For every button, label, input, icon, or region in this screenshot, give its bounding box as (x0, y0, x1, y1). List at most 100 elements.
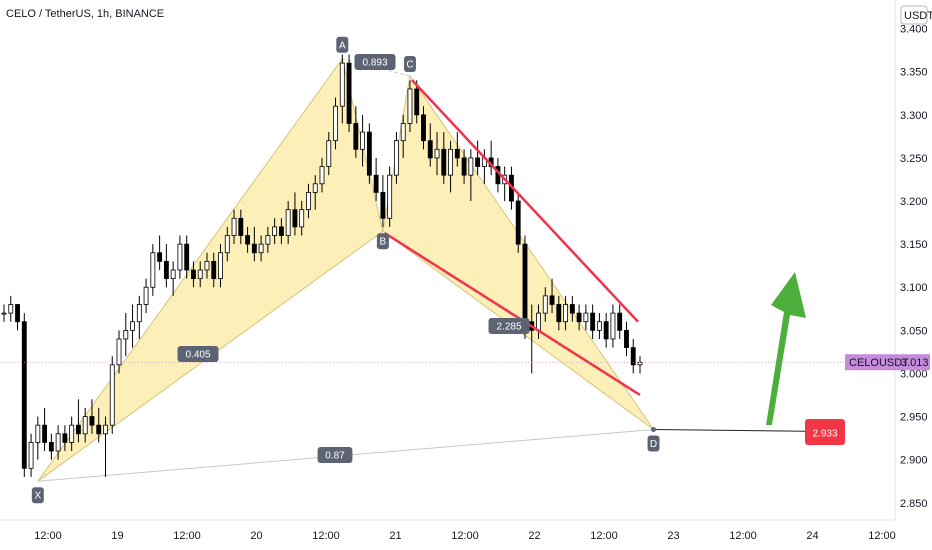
candle-body (387, 174, 393, 219)
candle-body (285, 209, 291, 236)
candle-body (42, 424, 48, 443)
x-tick-label: 12:00 (451, 530, 479, 542)
candle-body (231, 217, 237, 236)
candle-body (272, 226, 278, 236)
candle-body (549, 295, 555, 305)
y-tick-label: 3.200 (900, 196, 928, 208)
candle-body (150, 252, 156, 288)
channel-upper-line (411, 79, 639, 323)
x-tick-label: 20 (250, 530, 262, 542)
point-b-badge-text: B (380, 237, 387, 248)
candle-body (596, 321, 602, 331)
candle-body (414, 88, 420, 116)
y-tick-label: 3.300 (900, 110, 928, 122)
x-tick-label: 12:00 (312, 530, 340, 542)
candle-body (461, 157, 467, 176)
candle-body (630, 347, 636, 366)
candle-body (475, 157, 481, 167)
candle-body (170, 269, 176, 280)
candle-body (48, 442, 54, 452)
x-tick-label: 24 (806, 530, 818, 542)
candle-body (130, 321, 135, 331)
candle-body (62, 433, 68, 443)
candle-body (380, 192, 386, 219)
candle-body (306, 192, 311, 211)
candle-body (333, 105, 338, 142)
candle-body (197, 269, 203, 280)
candle-body (563, 304, 569, 323)
candle-body (590, 312, 596, 331)
candle-body (224, 235, 230, 254)
point-d-badge: D (647, 435, 660, 452)
candle-body (468, 157, 474, 176)
candle-body (360, 131, 366, 150)
candle-body (346, 62, 352, 124)
candle-body (434, 148, 440, 159)
candle-body (319, 166, 325, 185)
candle-body (21, 321, 27, 469)
d-point-dot (651, 426, 657, 432)
ratio-badge-bg (354, 54, 396, 70)
candle-body (603, 321, 609, 340)
candle-body (569, 304, 575, 314)
point-b-badge-bg (376, 233, 389, 250)
up-arrow-icon (766, 272, 806, 425)
y-tick-label: 3.350 (900, 67, 928, 79)
x-tick-label: 23 (667, 530, 679, 542)
point-a-badge-text: A (339, 40, 346, 51)
y-tick-label: 3.400 (900, 24, 928, 36)
chart-title: CELO / TetherUS, 1h, BINANCE (6, 8, 165, 20)
price-axis: 3.400 3.350 3.300 3.250 3.200 3.150 3.100 3.050… (894, 0, 932, 520)
x-tick-label: 12:00 (173, 530, 201, 542)
candle-body (109, 364, 115, 426)
candle-body (326, 140, 332, 167)
candle-body (28, 442, 34, 469)
y-tick-label: 2.950 (900, 412, 928, 424)
ratio-badge-bg (317, 447, 353, 463)
candle-body (116, 338, 122, 366)
y-tick-label: 2.850 (900, 498, 928, 510)
candle-body (35, 424, 41, 443)
ratio-badge-text: 0.87 (325, 451, 345, 462)
point-x-badge: X (31, 487, 44, 504)
candle-body (191, 269, 196, 280)
candle-body (400, 123, 406, 142)
ratio-badge-text: 0.893 (362, 58, 387, 69)
candle-body (299, 209, 305, 228)
ratio-badge: 0.893 (354, 54, 396, 70)
y-tick-label: 3.250 (900, 153, 928, 165)
candle-body (292, 209, 298, 228)
current-price-value: 3.013 (901, 357, 929, 369)
candle-body (542, 295, 548, 314)
time-axis: 12:00 19 12:00 20 12:00 21 12:00 22 12:00 23 12:00… (0, 519, 896, 542)
candle-body (251, 243, 257, 254)
candle-body (55, 433, 61, 452)
candle-body (204, 260, 210, 271)
point-c-badge-bg (403, 56, 416, 73)
point-b-badge: B (376, 233, 389, 250)
x-tick-label: 12:00 (729, 530, 757, 542)
point-x-badge-text: X (34, 491, 41, 502)
symbol-label: CELOUSDT (849, 357, 909, 369)
candle-body (157, 252, 163, 262)
channel-lower-line (384, 232, 641, 397)
candle-body (96, 424, 102, 435)
candle-body (583, 312, 589, 323)
target-price-badge-text: 2.933 (812, 428, 837, 439)
candles (1, 54, 643, 477)
candle-body (353, 123, 359, 150)
target-price-badge: 2.933 (805, 419, 845, 445)
point-c-badge-text: C (406, 60, 413, 71)
x-tick-label: 19 (111, 530, 123, 542)
ratio-badge: 2.285 (488, 318, 530, 334)
candle-body (177, 243, 183, 271)
candle-body (454, 148, 460, 159)
x-tick-label: 12:00 (590, 530, 618, 542)
candle-body (393, 140, 399, 176)
candle-body (143, 286, 149, 305)
candle-body (245, 235, 251, 245)
candle-body (522, 243, 528, 323)
badges: XABCD0.4050.8932.2850.872.933CELOUSDT3.0… (31, 36, 930, 504)
